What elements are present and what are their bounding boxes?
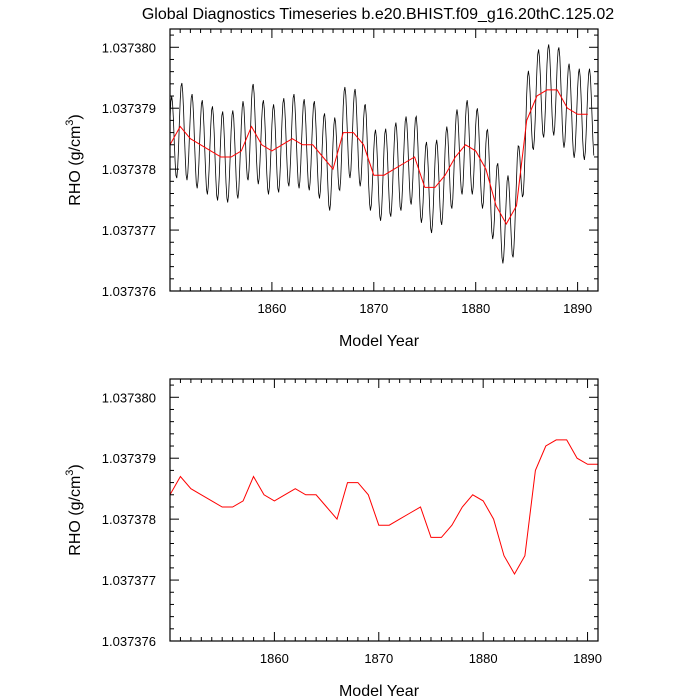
y-tick-label: 1.037379	[102, 451, 156, 466]
top-panel: 1860 1870 1880 1890 1.037376 1.037377 1.037378…	[64, 28, 599, 350]
y-tick-label: 1.037379	[102, 101, 156, 116]
y-tick-label: 1.037380	[102, 40, 156, 55]
x-tick-label: 1860	[257, 301, 286, 316]
y-tick-label: 1.037378	[102, 162, 156, 177]
x-tick-label: 1860	[260, 651, 289, 666]
x-tick-label: 1890	[563, 301, 592, 316]
y-tick-label: 1.037377	[102, 573, 156, 588]
bottom-panel: 1860 1870 1880 1890 1.037376 1.037377 1.037378…	[64, 378, 602, 700]
x-tick-label: 1870	[359, 301, 388, 316]
x-tick-label: 1890	[573, 651, 602, 666]
series-monthly-line	[170, 44, 595, 264]
y-tick-label: 1.037377	[102, 223, 156, 238]
y-tick-label: 1.037376	[102, 284, 156, 299]
y-axis-label: RHO (g/cm3)	[64, 464, 84, 555]
chart-title: Global Diagnostics Timeseries b.e20.BHIS…	[142, 6, 614, 23]
x-axis-label: Model Year	[339, 333, 420, 350]
y-axis-label: RHO (g/cm3)	[64, 114, 84, 205]
y-tick-label: 1.037378	[102, 512, 156, 527]
y-tick-label: 1.037376	[102, 634, 156, 649]
series-annual-mean-line	[170, 89, 588, 226]
plot-frame	[169, 378, 599, 642]
x-tick-label: 1880	[469, 651, 498, 666]
series-annual-mean-line	[170, 439, 598, 576]
y-tick-label: 1.037380	[102, 390, 156, 405]
x-tick-label: 1880	[461, 301, 490, 316]
x-axis-label: Model Year	[339, 683, 420, 700]
x-tick-label: 1870	[364, 651, 393, 666]
